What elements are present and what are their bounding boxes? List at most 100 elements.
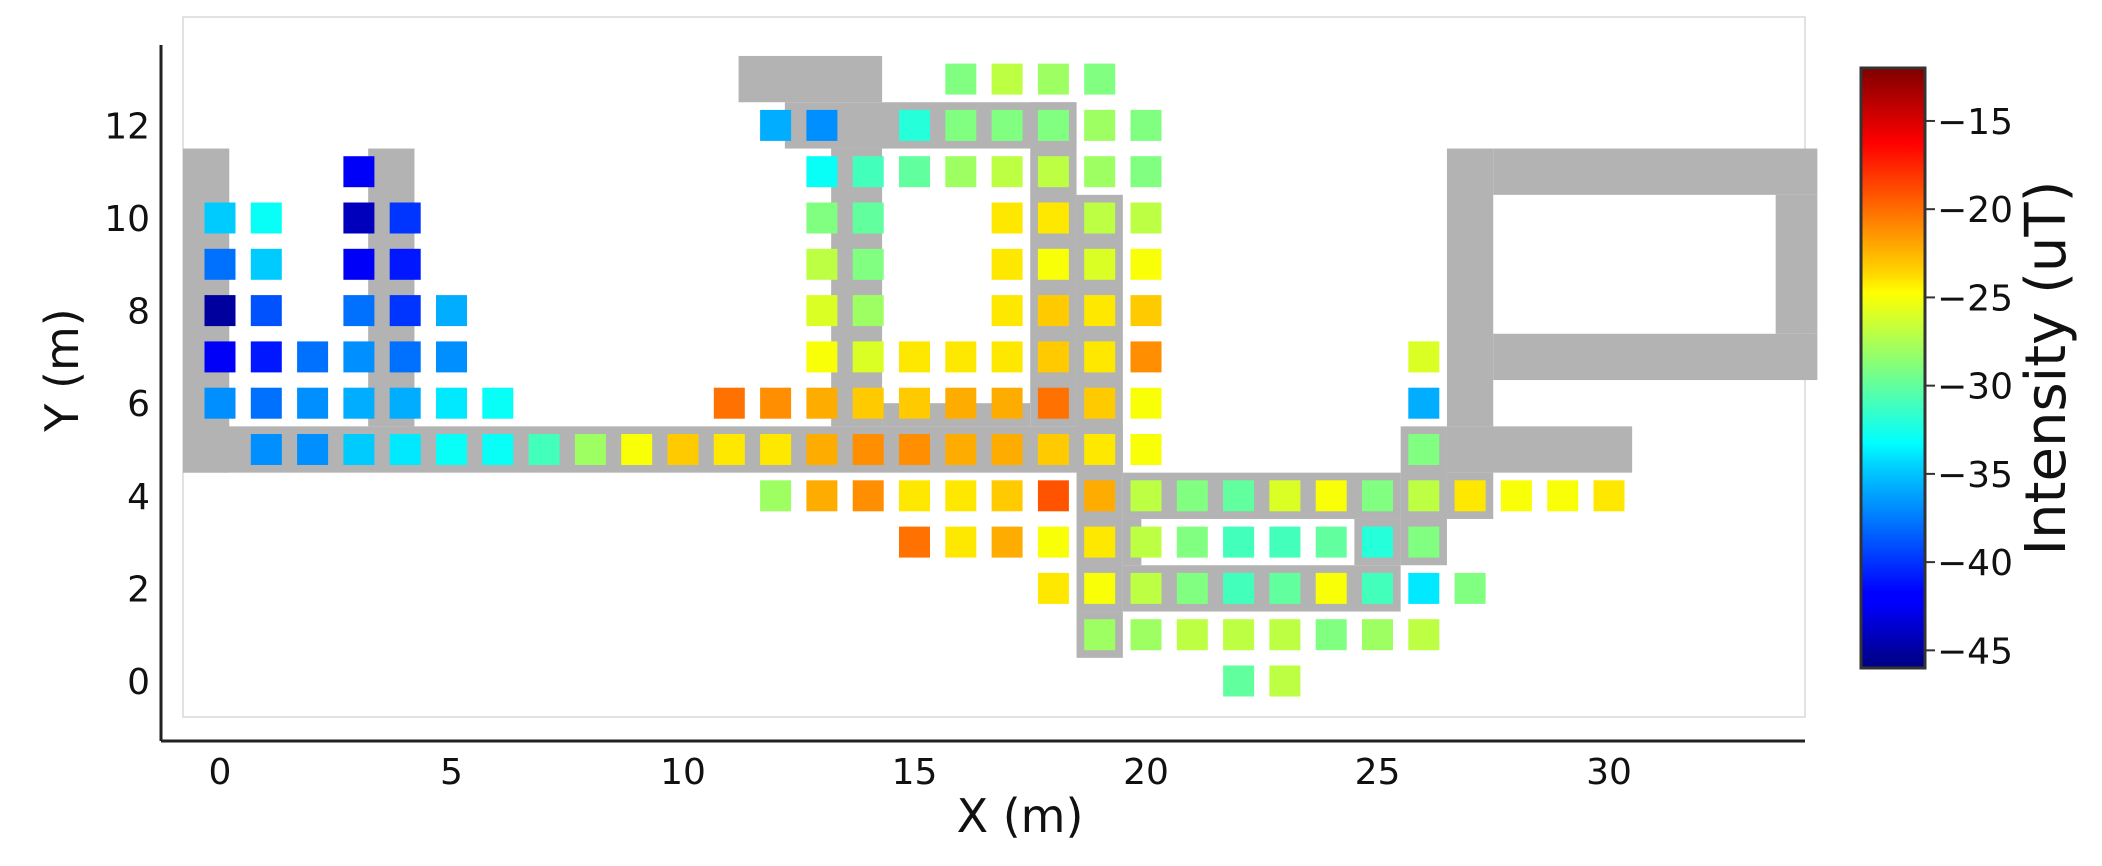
data-cell xyxy=(899,109,930,141)
data-cell xyxy=(713,387,745,419)
data-cell xyxy=(806,295,838,327)
data-cell xyxy=(1269,480,1301,512)
data-cell xyxy=(204,202,236,234)
data-cell xyxy=(991,295,1023,327)
data-cell xyxy=(1084,63,1116,95)
colorbar xyxy=(1859,66,1927,670)
data-cell xyxy=(1408,480,1440,512)
x-tick-label: 20 xyxy=(1123,752,1169,793)
data-cell xyxy=(945,341,977,373)
data-cell xyxy=(1084,526,1116,558)
wall-segment xyxy=(738,55,883,103)
data-cell xyxy=(482,387,514,419)
data-cell xyxy=(945,480,977,512)
data-cell xyxy=(621,434,653,465)
data-cell xyxy=(1130,387,1162,419)
data-cell xyxy=(343,156,375,188)
data-cell xyxy=(297,434,329,465)
data-cell xyxy=(436,295,467,327)
data-cell xyxy=(806,341,838,373)
data-cell xyxy=(1269,619,1301,651)
data-cell xyxy=(1084,295,1116,327)
wall-segment xyxy=(831,148,883,427)
data-cell xyxy=(1130,619,1162,651)
wall-segment xyxy=(1775,194,1818,334)
y-tick-label: 10 xyxy=(104,199,150,240)
wall-segment xyxy=(1446,148,1494,427)
data-cell xyxy=(1454,480,1486,512)
data-cell xyxy=(1176,526,1208,558)
data-cell xyxy=(945,156,977,188)
data-cell xyxy=(250,434,282,465)
data-cell xyxy=(899,341,930,373)
data-cell xyxy=(1223,665,1255,697)
data-cell xyxy=(991,341,1023,373)
data-cell xyxy=(436,341,467,373)
data-cell xyxy=(991,202,1023,234)
data-cell xyxy=(343,341,375,373)
data-cell xyxy=(1362,572,1393,604)
data-cell xyxy=(1037,434,1069,465)
data-cell xyxy=(1084,572,1116,604)
colorbar-tick-label: −35 xyxy=(1937,455,2013,496)
data-cell xyxy=(1037,572,1069,604)
x-tick-label: 15 xyxy=(892,752,938,793)
data-cell xyxy=(667,434,699,465)
data-cell xyxy=(1130,248,1162,280)
data-cell xyxy=(852,202,884,234)
data-cell xyxy=(436,434,467,465)
data-cell xyxy=(1037,202,1069,234)
data-cell xyxy=(1408,434,1440,465)
data-cell xyxy=(1176,619,1208,651)
data-cell xyxy=(204,387,236,419)
data-cell xyxy=(250,248,282,280)
data-cell xyxy=(1547,480,1579,512)
colorbar-tick-labels: −45 −40 −35 −30 −25 −20 −15 xyxy=(1925,102,2013,672)
data-cell xyxy=(806,387,838,419)
data-cell xyxy=(1130,572,1162,604)
x-tick-label: 30 xyxy=(1586,752,1632,793)
data-cell xyxy=(297,387,329,419)
y-axis-label: Y (m) xyxy=(35,308,89,432)
colorbar-tick-label: −15 xyxy=(1937,102,2013,143)
data-cell xyxy=(1408,387,1440,419)
data-cell xyxy=(1084,202,1116,234)
data-cell xyxy=(204,341,236,373)
data-cell xyxy=(343,248,375,280)
data-cell xyxy=(806,480,838,512)
data-cell xyxy=(389,434,421,465)
data-cell xyxy=(852,156,884,188)
data-cell xyxy=(1084,341,1116,373)
data-cell xyxy=(389,248,421,280)
data-cell xyxy=(1593,480,1625,512)
data-cell xyxy=(945,434,977,465)
data-cell xyxy=(806,434,838,465)
data-cell xyxy=(806,202,838,234)
data-cell xyxy=(1084,480,1116,512)
data-cell xyxy=(760,480,792,512)
data-cell xyxy=(1084,387,1116,419)
y-tick-label: 8 xyxy=(127,292,150,333)
data-cells-layer xyxy=(204,63,1625,697)
data-cell xyxy=(297,341,329,373)
colorbar-tick-label: −30 xyxy=(1937,367,2013,408)
wall-segment xyxy=(1122,472,1401,519)
data-cell xyxy=(1130,434,1162,465)
data-cell xyxy=(1362,619,1393,651)
data-cell xyxy=(760,434,792,465)
data-cell xyxy=(852,480,884,512)
x-tick-labels: 0 5 10 15 20 25 30 xyxy=(209,752,1632,793)
y-tick-label: 0 xyxy=(127,662,150,703)
y-tick-label: 6 xyxy=(127,384,150,425)
data-cell xyxy=(1130,202,1162,234)
data-cell xyxy=(574,434,606,465)
data-cell xyxy=(1223,572,1255,604)
wall-segment xyxy=(1446,426,1633,473)
data-cell xyxy=(436,387,467,419)
data-cell xyxy=(806,109,838,141)
data-cell xyxy=(250,202,282,234)
data-cell xyxy=(1176,480,1208,512)
data-cell xyxy=(1362,480,1393,512)
data-cell xyxy=(713,434,745,465)
